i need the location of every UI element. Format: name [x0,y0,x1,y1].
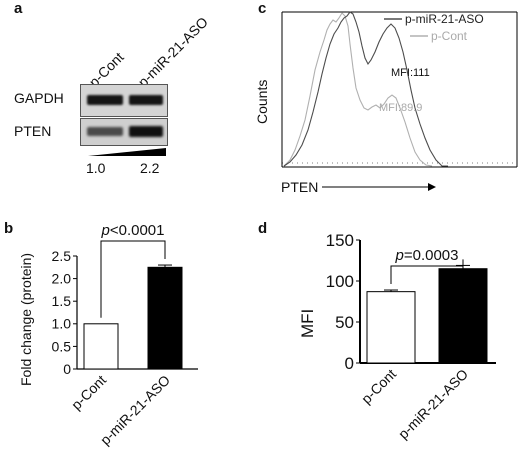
chart-b-pvalue-annotation: p<0.0001 [101,222,165,239]
chart-b-bar-1 [147,266,183,370]
pten-band-p-cont [87,127,123,136]
chart-d-bar-1 [438,268,488,364]
chart-b-bar-0 [83,323,119,370]
x-axis-arrow-head [428,183,436,191]
ratio-left: 1.0 [86,160,106,176]
chart-b-y-tick-label-5: 2.5 [52,248,72,264]
gapdh-band-p-mir-21-aso [129,95,163,105]
chart-d-y-tick-label-2: 100 [326,272,354,291]
histogram-curve-p-cont [283,12,433,167]
chart-d-significance-bracket [390,259,464,285]
chart-b-y-tick-label-2: 1.0 [52,316,72,332]
pten-blot [80,118,168,146]
pten-band-p-mir-21-aso [129,126,163,137]
legend-label-p-cont: p-Cont [431,29,468,43]
chart-d-x-tick-label-0: p-Cont [358,366,399,407]
chart-d-x-tick-label-1: p-miR-21-ASO [395,366,471,442]
panel-d-label: d [258,220,268,237]
histogram-axes [281,11,518,168]
gapdh-blot [80,84,168,117]
chart-d-bar-0 [366,291,416,364]
chart-d-y-tick-label-1: 50 [335,313,354,332]
chart-b-significance-bracket [100,240,166,318]
chart-b-y-tick-label-0: 0 [63,361,71,377]
chart-b-y-tick-label-4: 2.0 [52,271,72,287]
chart-d-y-tick-label-3: 150 [326,231,354,250]
chart-b-y-tick-label-3: 1.5 [52,293,72,309]
panel-c-label: c [258,0,267,17]
chart-b-y-tick-label-1: 0.5 [52,338,72,354]
ratio-right: 2.2 [140,160,160,176]
chart-d-y-tick-label-0: 0 [345,354,354,373]
panel-b-label: b [4,220,14,237]
gapdh-band-p-cont [87,95,123,105]
histogram-curve-p-mir-21-aso [283,11,448,167]
histogram-legend: p-miR-21-ASO p-Cont [384,12,484,43]
legend-label-p-mir-21-aso: p-miR-21-ASO [405,12,484,26]
chart-d-pvalue-annotation: p=0.0003 [395,247,459,264]
blot-row-label-pten: PTEN [14,123,52,139]
mfi-annotation-p-cont: MFI:89.9 [379,102,422,114]
mfi-annotation-p-mir-21-aso: MFI:111 [391,67,430,79]
histogram-x-axis-label: PTEN [281,179,319,195]
blot-row-label-gapdh: GAPDH [14,90,64,106]
panel-a-label: a [14,0,23,17]
